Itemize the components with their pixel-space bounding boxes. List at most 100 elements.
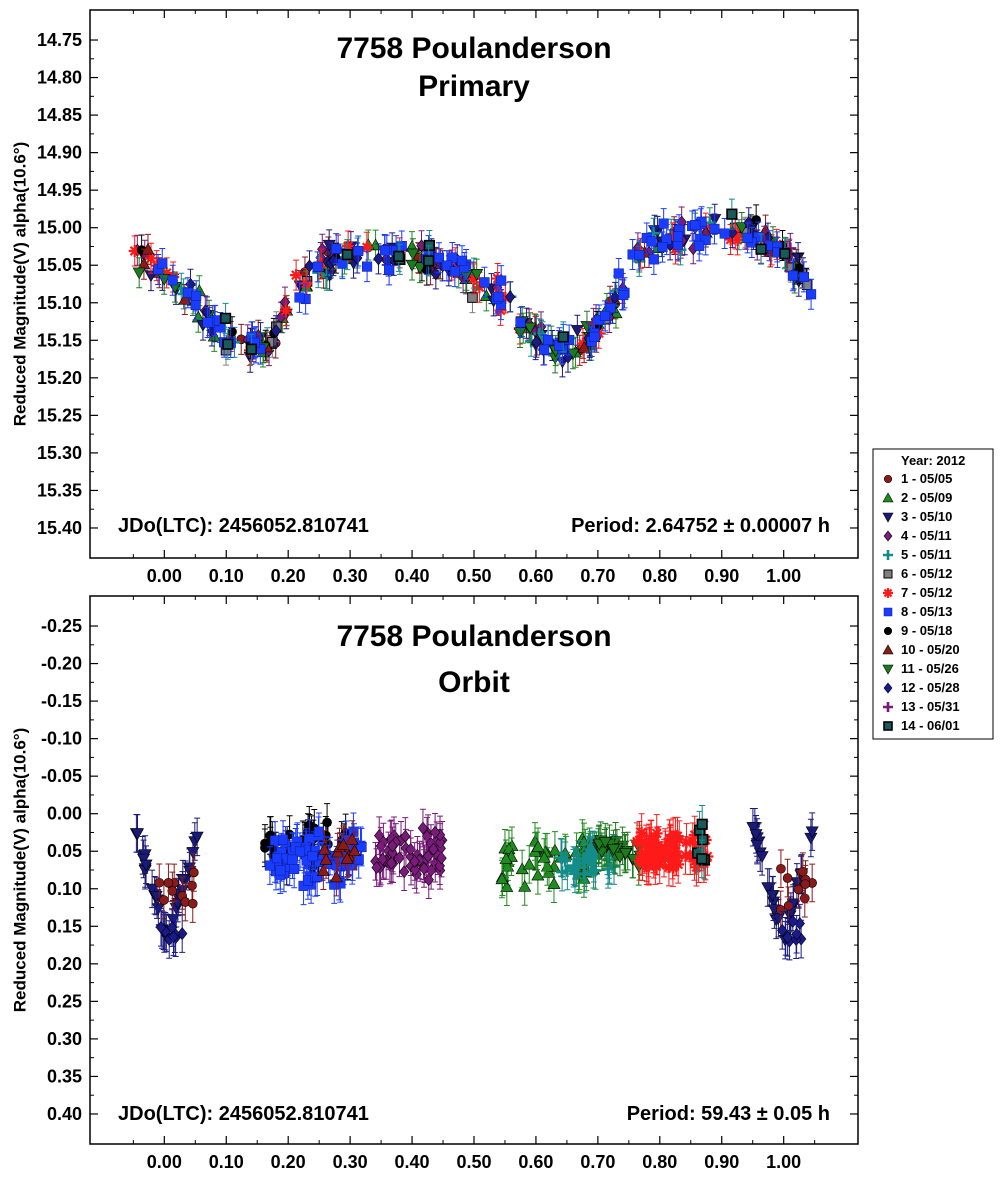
primary-chart-subtitle: Primary bbox=[418, 70, 530, 103]
data-point bbox=[798, 271, 809, 282]
y-tick-label: 0.15 bbox=[47, 916, 82, 936]
data-point bbox=[167, 886, 178, 896]
legend-marker bbox=[883, 682, 893, 694]
data-point bbox=[166, 921, 178, 935]
data-point bbox=[322, 817, 332, 828]
data-point bbox=[384, 264, 395, 275]
data-point bbox=[379, 245, 390, 256]
data-point bbox=[607, 843, 621, 856]
legend-label: 1 - 05/05 bbox=[901, 471, 952, 486]
data-point bbox=[312, 871, 323, 882]
data-point bbox=[313, 826, 324, 837]
orbit-epoch-annotation: JDo(LTC): 2456052.810741 bbox=[118, 1103, 369, 1125]
legend-marker bbox=[882, 492, 894, 503]
x-tick-label: 0.20 bbox=[271, 1152, 306, 1172]
legend-item: 5 - 05/11 bbox=[883, 547, 952, 562]
x-tick-label: 0.40 bbox=[395, 566, 430, 586]
legend-label: 7 - 05/12 bbox=[901, 585, 952, 600]
data-point bbox=[531, 335, 542, 349]
orbit-y-axis-label: Reduced Magnitude(V) alpha(10.6°) bbox=[10, 728, 29, 1013]
data-point bbox=[128, 244, 141, 257]
x-tick-label: 1.00 bbox=[766, 1152, 801, 1172]
data-point bbox=[577, 340, 591, 353]
data-point bbox=[749, 829, 763, 841]
data-point bbox=[130, 828, 145, 841]
data-point bbox=[428, 842, 439, 856]
data-point bbox=[290, 269, 303, 282]
data-point bbox=[467, 292, 478, 303]
legend-marker bbox=[882, 664, 894, 675]
data-point bbox=[548, 843, 562, 856]
legend-label: 14 - 06/01 bbox=[901, 718, 960, 733]
orbit-panel: -0.25 -0.20 -0.15 -0.10 -0.05 0.00 0.05 0.10 0.1… bbox=[10, 595, 859, 1172]
data-point bbox=[522, 857, 536, 870]
data-point bbox=[666, 854, 679, 867]
data-point bbox=[270, 324, 282, 338]
data-point bbox=[776, 863, 786, 874]
data-point bbox=[658, 852, 671, 865]
data-point bbox=[782, 873, 793, 883]
legend-label: 9 - 05/18 bbox=[901, 623, 952, 638]
data-point bbox=[423, 255, 435, 267]
data-point bbox=[664, 838, 677, 851]
orbit-data-points bbox=[129, 803, 819, 961]
x-tick-label: 0.50 bbox=[456, 566, 491, 586]
data-point bbox=[568, 860, 581, 873]
legend-label: 6 - 05/12 bbox=[901, 566, 952, 581]
data-point bbox=[635, 826, 648, 839]
data-point bbox=[227, 326, 237, 337]
x-tick-label: 0.00 bbox=[147, 566, 182, 586]
orbit-axis-ticks: -0.25 -0.20 -0.15 -0.10 -0.05 0.00 0.05 0.10 0.1… bbox=[41, 596, 858, 1172]
y-tick-label: 15.00 bbox=[37, 218, 82, 238]
y-tick-label: 14.75 bbox=[37, 30, 82, 50]
primary-period-annotation: Period: 2.64752 ± 0.00007 h bbox=[571, 515, 830, 537]
data-point bbox=[189, 867, 199, 878]
data-point bbox=[398, 865, 410, 879]
data-point bbox=[570, 325, 584, 337]
data-point bbox=[418, 862, 430, 875]
x-tick-label: 0.90 bbox=[704, 1152, 739, 1172]
data-point bbox=[589, 331, 600, 342]
data-point bbox=[417, 821, 429, 835]
legend-item: 13 - 05/31 bbox=[883, 699, 960, 714]
data-point bbox=[154, 877, 165, 888]
legend-item: 3 - 05/10 bbox=[882, 509, 952, 524]
legend-item: 14 - 06/01 bbox=[883, 718, 960, 733]
data-point bbox=[688, 855, 701, 868]
data-point bbox=[559, 854, 572, 867]
data-point bbox=[652, 839, 665, 852]
y-tick-label: 15.25 bbox=[37, 405, 82, 425]
primary-panel: 14.75 14.80 14.85 14.90 14.95 15.00 15.05 15.10… bbox=[10, 9, 859, 586]
data-point bbox=[690, 220, 701, 231]
data-point bbox=[634, 249, 645, 261]
data-point bbox=[289, 863, 300, 875]
primary-data-points bbox=[128, 198, 817, 378]
legend-label: 5 - 05/11 bbox=[901, 547, 952, 562]
legend-marker bbox=[883, 530, 893, 542]
data-point bbox=[312, 261, 323, 272]
primary-y-axis-label: Reduced Magnitude(V) alpha(10.6°) bbox=[10, 142, 29, 427]
data-point bbox=[672, 858, 685, 871]
data-point bbox=[434, 859, 445, 873]
legend-item: 2 - 05/09 bbox=[882, 490, 952, 505]
x-tick-label: 0.00 bbox=[147, 1152, 182, 1172]
data-point bbox=[493, 291, 504, 302]
data-point bbox=[618, 289, 629, 301]
data-point bbox=[360, 241, 373, 254]
data-point bbox=[648, 254, 659, 265]
data-point bbox=[633, 834, 646, 847]
legend-label: 4 - 05/11 bbox=[901, 528, 952, 543]
y-tick-label: 0.20 bbox=[47, 954, 82, 974]
data-point bbox=[735, 222, 749, 235]
legend-items: 1 - 05/05 2 - 05/09 3 - 05/10 4 - 05/11 5 - … bbox=[882, 471, 960, 733]
y-tick-label: 14.90 bbox=[37, 143, 82, 163]
y-tick-label: 15.10 bbox=[37, 293, 82, 313]
y-tick-label: 0.10 bbox=[47, 879, 82, 899]
x-tick-label: 0.70 bbox=[580, 566, 615, 586]
data-point bbox=[775, 905, 786, 915]
data-point bbox=[753, 231, 764, 243]
data-point bbox=[779, 248, 791, 260]
x-tick-label: 0.50 bbox=[456, 1152, 491, 1172]
data-point bbox=[726, 208, 738, 220]
legend-marker bbox=[883, 721, 893, 731]
